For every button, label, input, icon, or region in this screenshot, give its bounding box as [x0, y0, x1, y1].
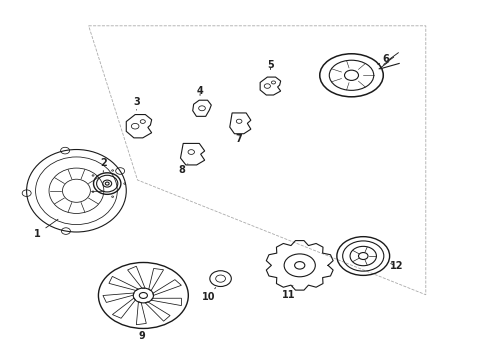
- Text: 9: 9: [138, 331, 145, 341]
- Text: 3: 3: [133, 97, 140, 110]
- Text: 2: 2: [100, 158, 107, 172]
- Text: 4: 4: [196, 86, 203, 96]
- Text: 6: 6: [378, 54, 389, 64]
- Text: 1: 1: [34, 219, 58, 239]
- Text: 10: 10: [201, 288, 216, 302]
- Text: 8: 8: [178, 164, 188, 175]
- Text: 7: 7: [236, 134, 243, 144]
- Text: 12: 12: [390, 261, 403, 271]
- Text: 11: 11: [282, 285, 296, 300]
- Text: 5: 5: [267, 60, 274, 70]
